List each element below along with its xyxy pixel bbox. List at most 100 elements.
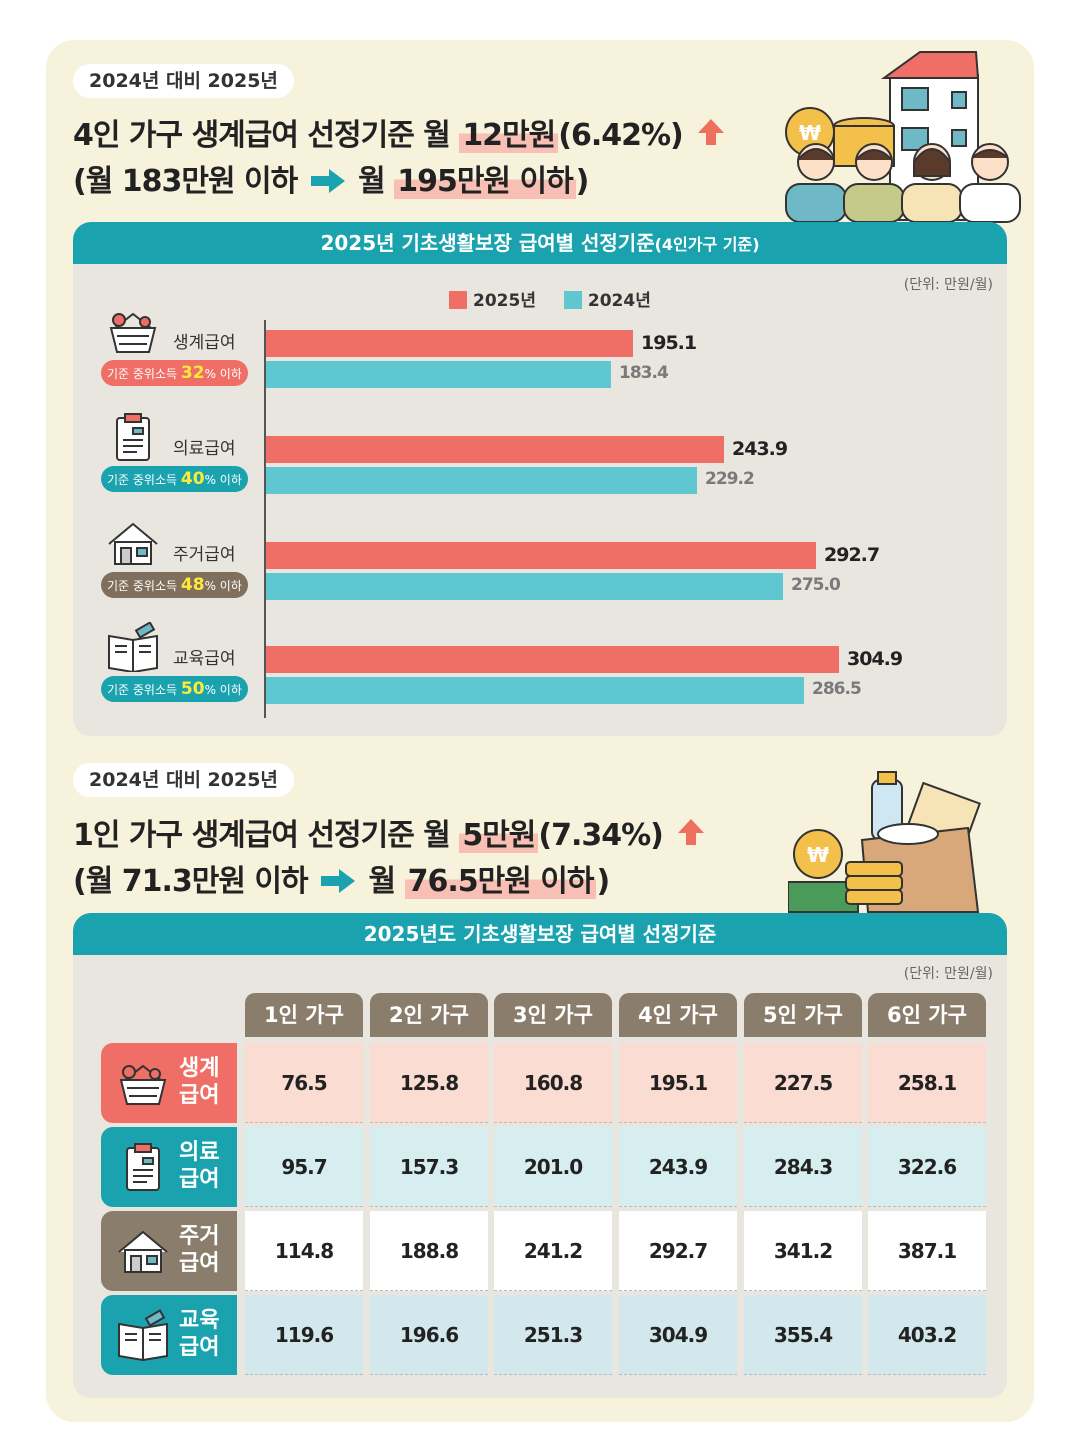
row-title-line2: 급여 [179,1083,220,1108]
table-cell: 195.1 [619,1043,737,1123]
row-header: 주거 급여 [101,1211,237,1291]
row-title-line1: 생계 [179,1056,220,1081]
table-cell: 160.8 [494,1043,612,1123]
table-cell: 355.4 [744,1295,862,1375]
column-header: 6인 가구 [868,993,986,1037]
row-header: 생계 급여 [101,1043,237,1123]
row-title-line2: 급여 [179,1251,220,1276]
family-house-illustration: ₩ [785,51,1021,223]
open-book-icon [108,622,158,672]
headline-close: ) [575,164,590,199]
bar-value-label: 183.4 [619,363,669,383]
table-cell: 227.5 [744,1043,862,1123]
chart-panel-title: 2025년 기초생활보장 급여별 선정기준(4인가구 기준) [73,222,1007,264]
table-cell: 125.8 [370,1043,488,1123]
median-income-badge: 기준 중위소득 32% 이하 [101,360,248,386]
bar-value-label: 195.1 [641,332,697,354]
column-header: 1인 가구 [245,993,363,1037]
medical-chart-icon [126,1143,160,1191]
badge-percent: 32 [180,363,205,383]
badge-prefix: 기준 중위소득 [107,579,178,593]
chart-title: 2025년 기초생활보장 급여별 선정기준 [320,231,655,255]
table-cell: 258.1 [868,1043,986,1123]
grocery-bag-illustration: ₩ [788,771,981,913]
category-label: 생계급여 [173,333,236,353]
bar-value-label: 286.5 [812,679,862,699]
column-header: 5인 가구 [744,993,862,1037]
badge-suffix: % 이하 [204,367,242,381]
row-header: 의료 급여 [101,1127,237,1207]
row-title-line2: 급여 [179,1167,220,1192]
table-cell: 251.3 [494,1295,612,1375]
row-title: 생계 급여 [179,1055,219,1109]
column-header: 2인 가구 [370,993,488,1037]
bar-value-label: 304.9 [847,648,903,670]
arrow-right-icon [321,869,356,893]
headline-percent: (6.42%) [558,118,683,153]
table-cell: 114.8 [245,1211,363,1291]
table-cell: 387.1 [868,1211,986,1291]
svg-text:₩: ₩ [807,843,829,867]
comparison-pill-2: 2024년 대비 2025년 [73,763,294,797]
headline-to-highlight: 76.5만원 이하 [404,864,597,899]
headline-from: (월 183만원 이하 [73,164,298,199]
house-icon [118,1230,168,1273]
table-cell: 157.3 [370,1127,488,1207]
headline-to-highlight: 195만원 이하 [394,164,576,199]
row-title: 교육 급여 [179,1307,219,1361]
table-cell: 284.3 [744,1127,862,1207]
headline-text: 4인 가구 생계급여 선정기준 월 [73,118,451,153]
household-criteria-table-panel: 2025년도 기초생활보장 급여별 선정기준 (단위: 만원/월) 1인 가구 2… [73,913,1007,1398]
headline-1person: 1인 가구 생계급여 선정기준 월 5만원 (7.34%) [73,810,705,854]
headline-percent: (7.34%) [538,818,663,853]
svg-text:₩: ₩ [799,121,821,145]
headline-highlight: 12만원 [459,118,559,153]
headline-to: 월 [368,864,397,899]
bar-2024년-주거급여 [266,573,783,600]
bar-2025년-의료급여 [266,436,724,463]
median-income-badge: 기준 중위소득 48% 이하 [101,572,248,598]
badge-prefix: 기준 중위소득 [107,367,178,381]
chart-subtitle: (4인가구 기준) [654,235,760,254]
legend-swatch-2025 [449,291,467,309]
shopping-basket-icon [109,312,157,353]
table-unit: (단위: 만원/월) [903,966,993,982]
chart-axis-line [264,320,266,718]
bar-value-label: 243.9 [732,438,788,460]
badge-suffix: % 이하 [204,683,242,697]
chart-legend: 2025년 2024년 [449,286,673,311]
headline-close: ) [596,864,610,899]
badge-suffix: % 이하 [204,473,242,487]
legend-item-2024: 2024년 [563,286,651,311]
column-header: 4인 가구 [619,993,737,1037]
table-cell: 119.6 [245,1295,363,1375]
table-cell: 95.7 [245,1127,363,1207]
table-cell: 196.6 [370,1295,488,1375]
category-label: 교육급여 [173,649,236,669]
bar-2024년-의료급여 [266,467,697,494]
open-book-icon [118,1309,168,1361]
badge-prefix: 기준 중위소득 [107,683,178,697]
bar-2025년-교육급여 [266,646,839,673]
row-title-line1: 교육 [179,1308,220,1333]
row-title-line1: 의료 [179,1140,220,1165]
table-cell: 241.2 [494,1211,612,1291]
table-cell: 322.6 [868,1127,986,1207]
comparison-pill: 2024년 대비 2025년 [73,64,294,98]
row-title-line2: 급여 [179,1335,220,1360]
house-icon [108,522,158,565]
table-cell: 76.5 [245,1043,363,1123]
bar-value-label: 229.2 [705,469,755,489]
medical-chart-icon [116,413,150,461]
arrow-right-icon [310,169,345,193]
benefit-criteria-chart-panel: 2025년 기초생활보장 급여별 선정기준(4인가구 기준) (단위: 만원/월… [73,222,1007,736]
median-income-badge: 기준 중위소득 40% 이하 [101,466,248,492]
headline-to: 월 [358,164,386,199]
table-cell: 304.9 [619,1295,737,1375]
badge-suffix: % 이하 [204,579,242,593]
bar-2025년-주거급여 [266,542,816,569]
category-label: 주거급여 [173,545,236,565]
badge-percent: 50 [180,679,205,699]
row-title: 주거 급여 [179,1223,219,1277]
increase-arrow-icon [698,119,725,145]
